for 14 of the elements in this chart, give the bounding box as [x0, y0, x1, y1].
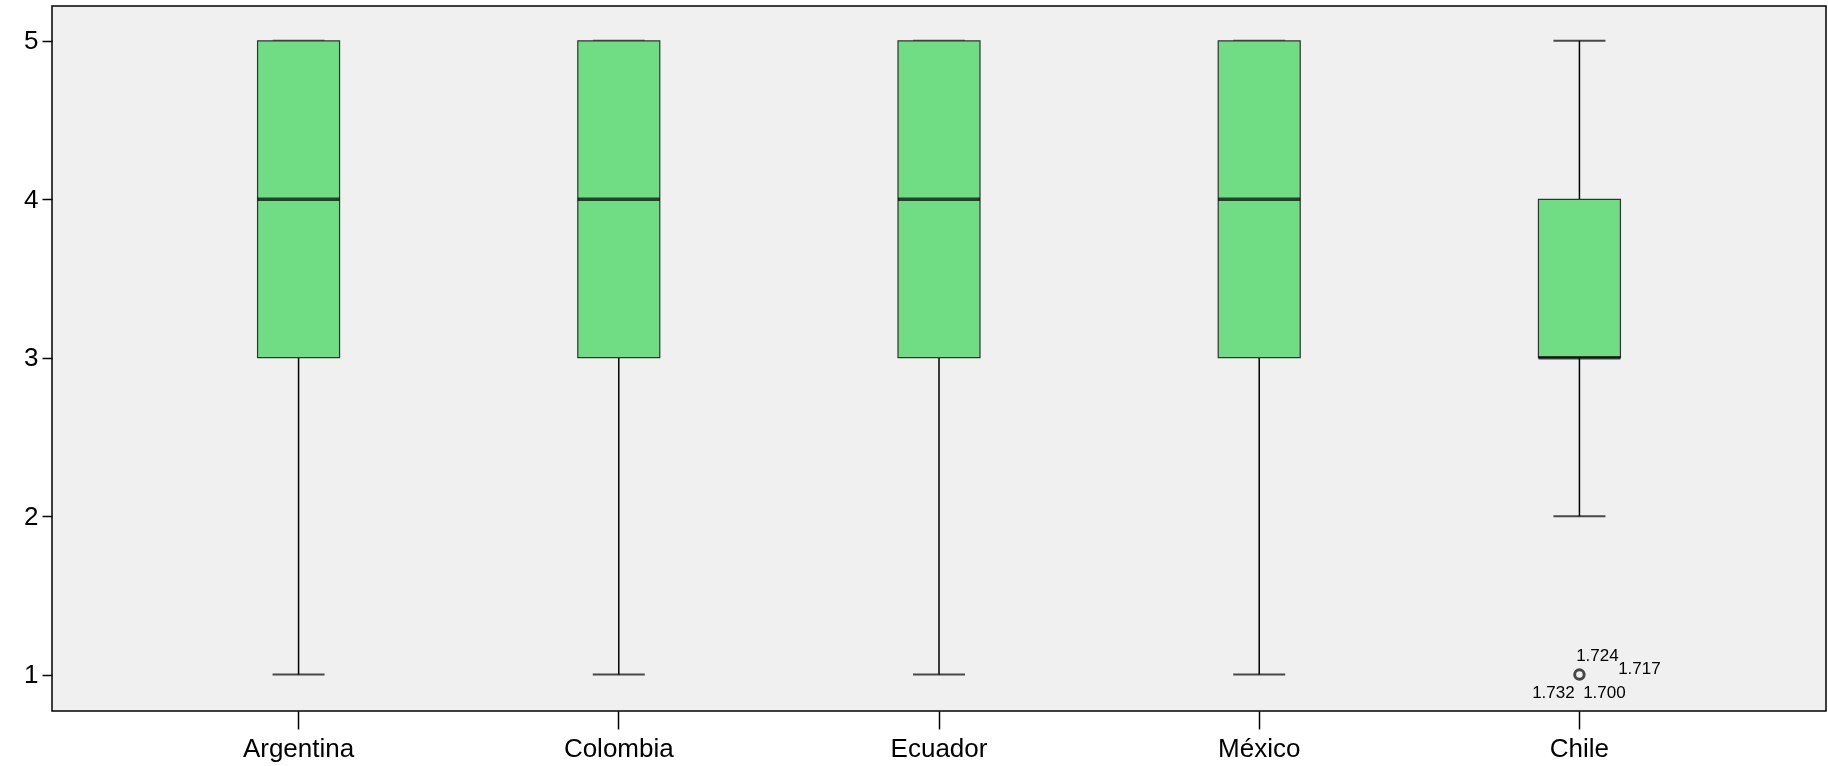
annotation: 1.724: [1576, 645, 1619, 665]
y-tick-label: 3: [24, 342, 39, 373]
x-tick-label: Chile: [1549, 732, 1610, 763]
y-tick-label: 4: [24, 183, 39, 214]
annotation: 1.717: [1618, 658, 1661, 678]
x-tick-label: Ecuador: [890, 732, 988, 763]
y-tick-label: 2: [24, 500, 39, 531]
annotation: 1.732: [1532, 682, 1575, 702]
annotation: 1.700: [1583, 682, 1626, 702]
x-tick-label: Colombia: [563, 732, 675, 763]
y-tick-label: 1: [24, 659, 39, 690]
x-tick-label: México: [1218, 732, 1301, 763]
y-tick-label: 5: [24, 25, 39, 56]
x-tick-label: Argentina: [242, 732, 355, 763]
